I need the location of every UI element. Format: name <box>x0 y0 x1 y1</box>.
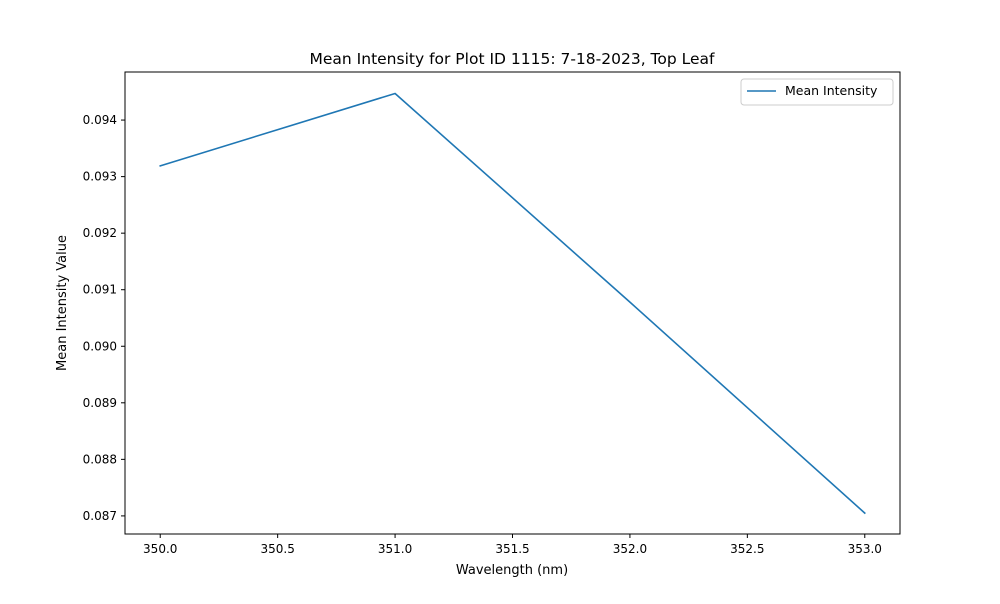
y-tick-label: 0.090 <box>83 339 117 353</box>
legend: Mean Intensity <box>740 78 894 106</box>
y-axis-label: Mean Intensity Value <box>55 235 70 371</box>
y-tick-label: 0.091 <box>83 283 117 297</box>
x-tick-label: 352.0 <box>613 542 647 556</box>
y-tick-label: 0.094 <box>83 113 117 127</box>
y-axis: 0.087 0.088 0.089 0.090 0.091 0.092 0.093 0.094 <box>83 113 125 523</box>
x-tick-label: 351.0 <box>378 542 412 556</box>
series-layer <box>159 92 866 515</box>
x-tick-label: 350.5 <box>260 542 294 556</box>
y-tick-label: 0.089 <box>83 396 117 410</box>
x-tick-label: 350.0 <box>143 542 177 556</box>
y-tick-label: 0.088 <box>83 452 117 466</box>
y-tick-label: 0.093 <box>83 170 117 184</box>
y-tick-label: 0.092 <box>83 226 117 240</box>
series-line-mean-intensity <box>159 92 866 515</box>
x-tick-label: 353.0 <box>848 542 882 556</box>
chart-title: Mean Intensity for Plot ID 1115: 7-18-20… <box>310 50 716 68</box>
legend-box <box>740 78 894 106</box>
x-axis: 350.0 350.5 351.0 351.5 352.0 352.5 353.0 <box>143 534 882 556</box>
legend-label: Mean Intensity <box>785 83 878 98</box>
x-tick-label: 351.5 <box>495 542 529 556</box>
x-tick-label: 352.5 <box>730 542 764 556</box>
x-axis-label: Wavelength (nm) <box>456 563 568 578</box>
y-tick-label: 0.087 <box>83 509 117 523</box>
